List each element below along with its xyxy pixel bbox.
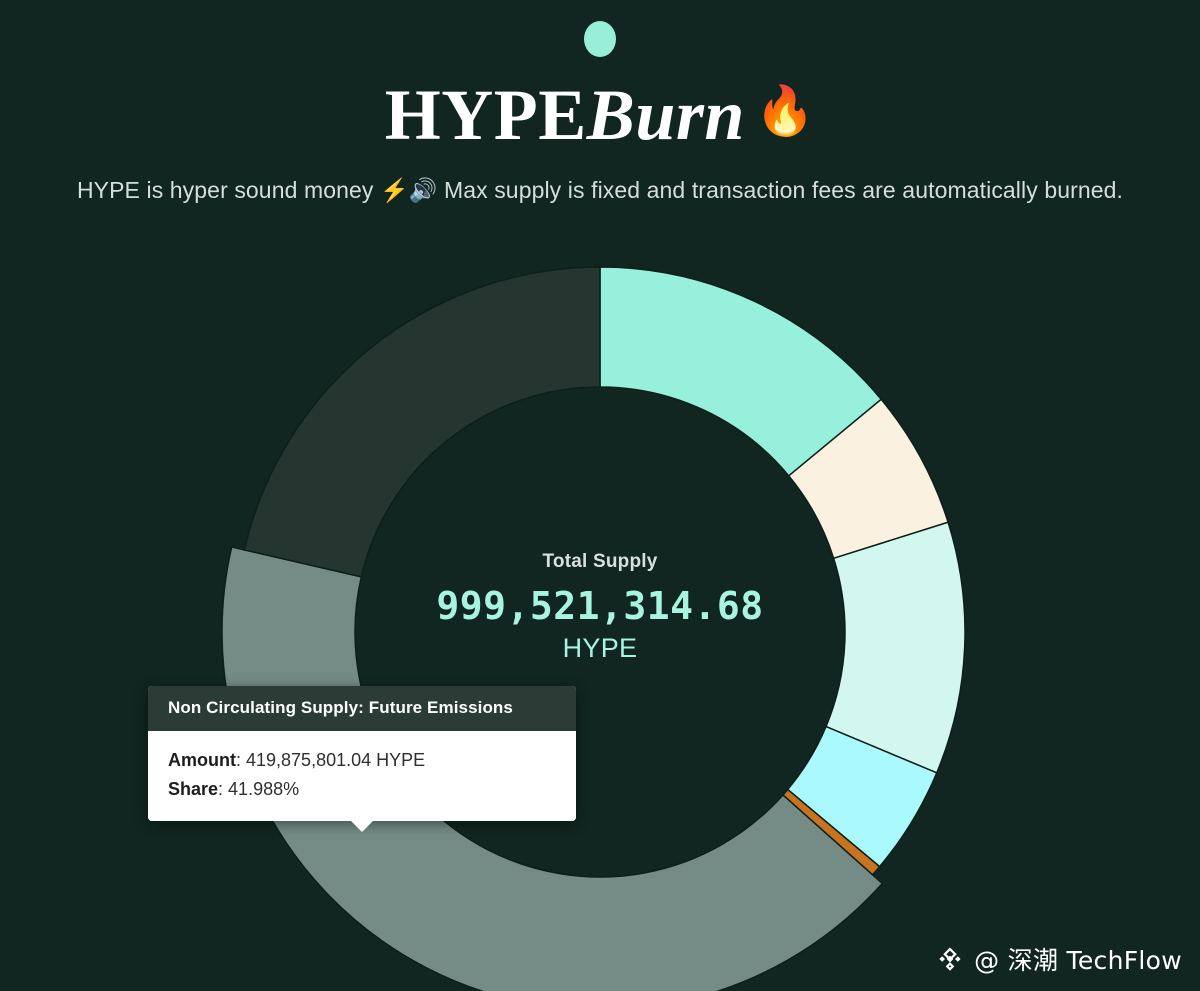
tooltip-arrow-icon — [351, 821, 373, 833]
tooltip-share-key: Share — [168, 779, 219, 800]
tooltip-amount-row: Amount: 419,875,801.04 HYPE — [168, 746, 556, 775]
tooltip-title: Non Circulating Supply: Future Emissions — [148, 686, 576, 731]
donut-center-label: Total Supply 999,521,314.68 HYPE — [0, 551, 1200, 664]
watermark-text: @ 深潮 TechFlow — [974, 946, 1182, 975]
tooltip-share-sep: : — [218, 779, 229, 800]
slice-tooltip: Non Circulating Supply: Future Emissions… — [148, 686, 576, 833]
donut-slice[interactable] — [243, 266, 601, 578]
donut-slice-group[interactable] — [221, 266, 966, 991]
logo-container — [0, 0, 1200, 57]
total-supply-unit: HYPE — [562, 633, 638, 663]
fire-icon: 🔥 — [754, 83, 816, 139]
tooltip-share-row: Share: 41.988% — [168, 775, 556, 804]
watermark: @ 深潮 TechFlow — [935, 941, 1182, 977]
tooltip-amount-value: 419,875,801.04 HYPE — [246, 750, 426, 770]
tooltip-amount-sep: : — [235, 750, 246, 770]
total-supply-label: Total Supply — [542, 551, 658, 572]
mint-circle-logo-icon — [584, 21, 616, 57]
page-subtitle: HYPE is hyper sound money ⚡🔊 Max supply … — [76, 177, 1124, 203]
donut-slice[interactable] — [781, 788, 881, 876]
tooltip-amount-key: Amount — [168, 750, 236, 770]
tooltip-share-value: 41.988% — [228, 779, 300, 800]
donut-slice[interactable] — [599, 266, 883, 477]
donut-slice[interactable] — [786, 725, 938, 868]
diamond-logo-icon — [939, 947, 961, 971]
title-primary: HYPE — [384, 75, 587, 155]
total-supply-value: 999,521,314.68 — [436, 584, 764, 628]
page-title: HYPEBurn 🔥 — [0, 79, 1200, 151]
title-secondary: Burn — [586, 75, 745, 155]
donut-slice[interactable] — [825, 521, 966, 774]
donut-slice[interactable] — [787, 398, 950, 560]
tooltip-body: Amount: 419,875,801.04 HYPE Share: 41.98… — [148, 731, 576, 822]
